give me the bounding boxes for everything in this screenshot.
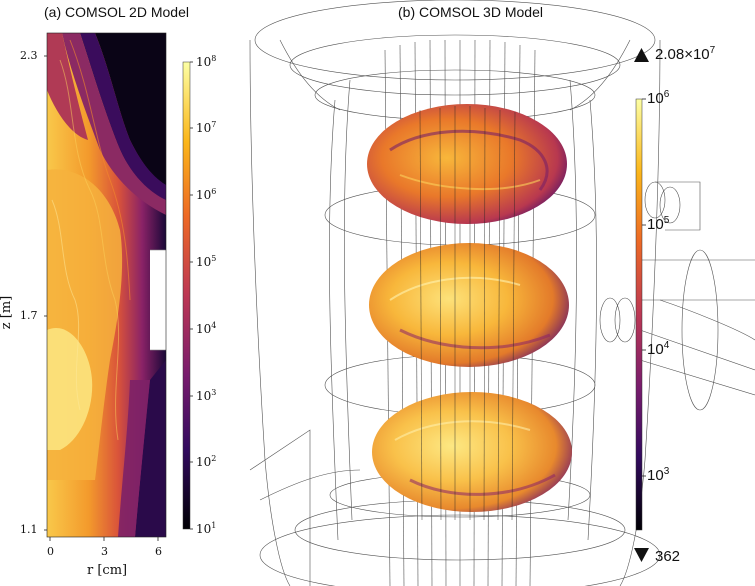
disk-bottom	[372, 392, 572, 512]
disk-middle	[369, 243, 569, 367]
panel-a-heatmap	[47, 33, 166, 537]
panel-a-colorbar-label: 101	[196, 521, 217, 536]
panel-a-axis-ticks	[44, 55, 159, 541]
panel-a-colorbar-label: 108	[196, 54, 217, 69]
panel-b-colorbar-label: 105	[647, 215, 670, 233]
panel-a-ytick: 1.1	[20, 523, 38, 536]
panel-b-title: (b) COMSOL 3D Model	[398, 4, 543, 20]
panel-b-colorbar-label: 103	[647, 466, 670, 484]
panel-a-colorbar-label: 102	[196, 454, 217, 469]
panel-a-xlabel: r [cm]	[87, 563, 128, 578]
panel-a-ylabel: z [m]	[0, 295, 15, 330]
panel-a-xtick: 3	[101, 545, 108, 558]
panel-a-xtick: 6	[155, 545, 162, 558]
panel-b-colorbar	[635, 98, 643, 531]
panel-a-frame	[46, 32, 167, 538]
panel-b-colorbar-label: 106	[647, 89, 670, 107]
disk-top	[367, 104, 567, 224]
panel-a-colorbar-label: 106	[196, 187, 217, 202]
panel-a-ytick: 2.3	[20, 49, 38, 62]
panel-b-front-rods	[419, 106, 516, 521]
panel-a-colorbar-label: 103	[196, 388, 217, 403]
panel-a-xtick: 0	[47, 545, 54, 558]
max-triangle-icon	[634, 48, 649, 62]
panel-a-ytick: 1.7	[20, 309, 38, 322]
panel-a-title: (a) COMSOL 2D Model	[44, 4, 189, 20]
panel-b-max-label: 2.08×107	[655, 45, 716, 63]
panel-a-colorbar-label: 107	[196, 120, 217, 135]
panel-a-colorbar-label: 105	[196, 254, 217, 269]
min-triangle-icon	[634, 548, 649, 562]
panel-b-min-label: 362	[655, 548, 681, 565]
panel-b-colorbar-label: 104	[647, 340, 670, 358]
panel-a-colorbar-label: 104	[196, 321, 217, 336]
panel-b-colorbar-ticks	[642, 98, 646, 477]
panel-a-colorbar	[182, 61, 191, 530]
panel-a-colorbar-ticks	[190, 61, 193, 530]
